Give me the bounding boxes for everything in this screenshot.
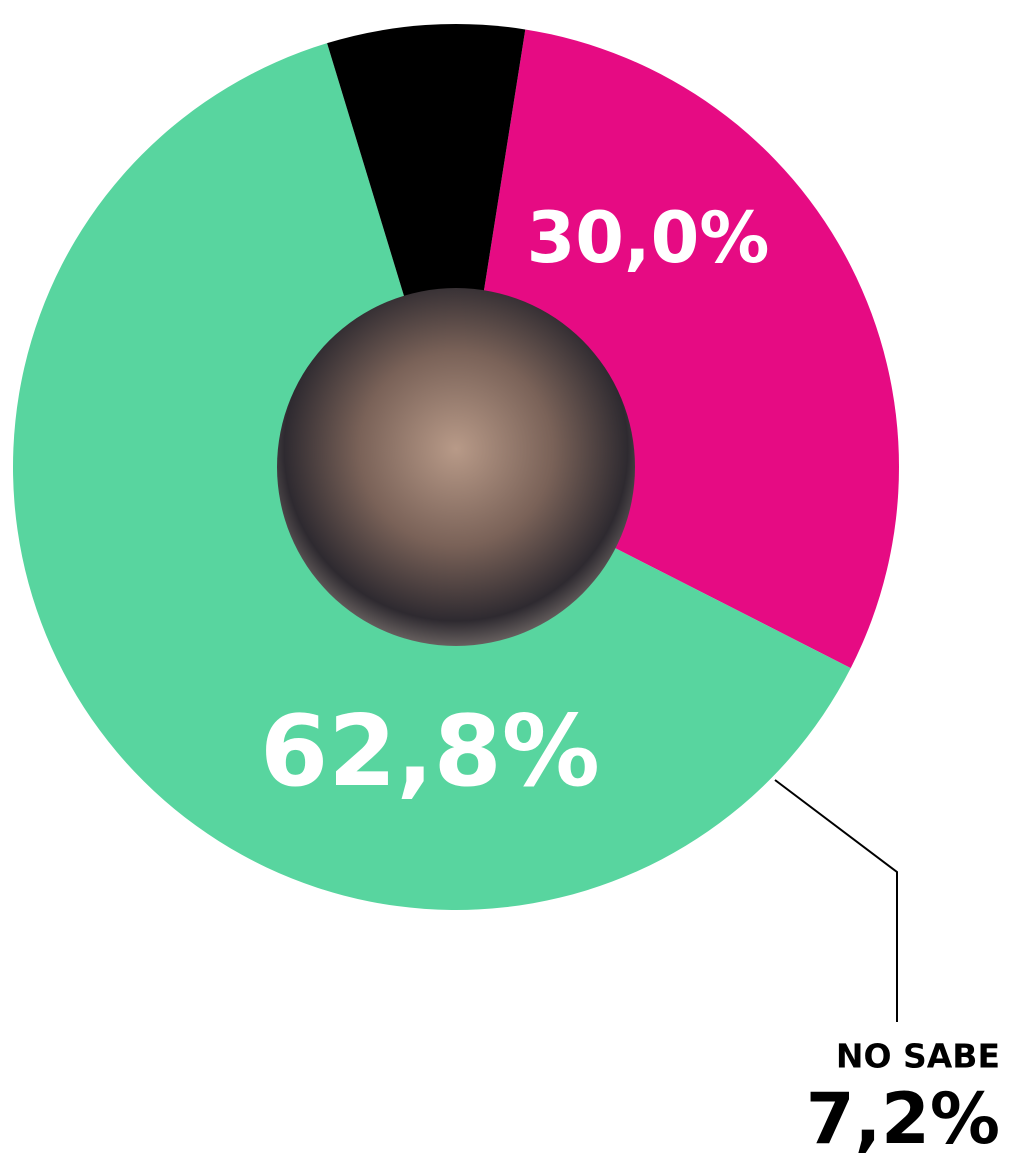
category-label: NO SABE [836, 1037, 1000, 1076]
value-label: 30,0% [527, 197, 770, 279]
chart: 30,0% 62,8% 7,2%NO SABE [0, 0, 1011, 1164]
value-label: 62,8% [260, 695, 600, 809]
value-label: 7,2% [806, 1078, 1000, 1160]
leader-line [775, 780, 897, 1022]
center-photo [277, 288, 635, 646]
